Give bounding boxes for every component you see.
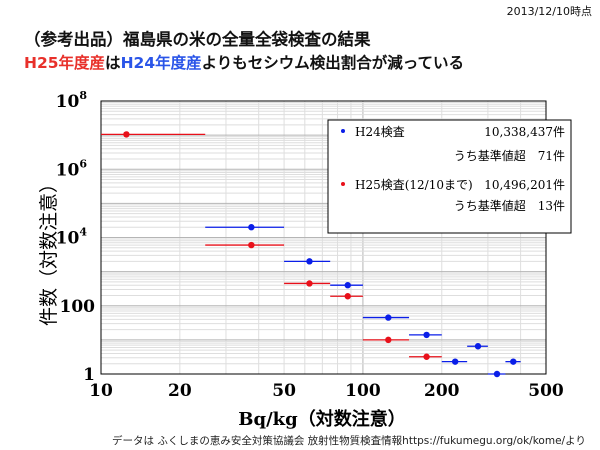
page-subtitle: H25年度産はH24年度産よりもセシウム検出割合が減っている <box>24 51 464 73</box>
chart-marks <box>101 131 521 378</box>
x-axis-label: Bq/kg（対数注意） <box>238 408 405 430</box>
date-label: 2013/12/10時点 <box>506 5 592 18</box>
axis-ticks: 10 20 50 100 200 500 1 100 104 106 108 <box>56 89 564 401</box>
legend-h24-marker <box>341 129 345 133</box>
legend-h25-total: 10,496,201件 <box>484 178 565 192</box>
subtitle-h25: H25年度産 <box>24 54 106 72</box>
x-tick-label: 50 <box>272 381 296 401</box>
data-point <box>306 258 313 265</box>
data-point <box>423 353 430 360</box>
x-tick-label: 200 <box>424 381 460 401</box>
x-tick-label: 100 <box>345 381 381 401</box>
data-point <box>451 358 459 365</box>
data-point <box>423 331 430 339</box>
y-tick-label: 1 <box>83 365 95 385</box>
legend-h25-marker <box>341 182 345 186</box>
data-point <box>474 343 482 350</box>
y-tick-label: 106 <box>56 157 88 180</box>
y-tick-label: 108 <box>56 89 88 112</box>
data-point <box>385 336 392 344</box>
data-point <box>306 280 313 287</box>
legend-box <box>327 119 572 234</box>
series-h24 <box>205 224 521 378</box>
x-tick-label: 500 <box>528 381 564 401</box>
y-tick-label: 100 <box>60 297 96 317</box>
data-point <box>344 282 351 289</box>
data-point <box>248 241 255 249</box>
data-point <box>248 224 255 231</box>
y-tick-label: 104 <box>56 226 88 249</box>
legend-h25-name: H25検査(12/10まで) <box>355 178 473 192</box>
data-point <box>344 293 351 300</box>
legend-h24-name: H24検査 <box>355 125 405 139</box>
subtitle-rest: よりもセシウム検出割合が減っている <box>201 54 465 72</box>
y-axis-label: 件数（対数注意） <box>38 174 60 326</box>
x-tick-label: 10 <box>89 381 113 401</box>
legend-h25-sub: うち基準値超 13件 <box>454 198 565 213</box>
plot-frame <box>100 100 547 375</box>
page-title: （参考出品）福島県の米の全量全袋検査の結果 <box>24 30 371 49</box>
legend: H24検査 10,338,437件 うち基準値超 71件 H25検査(12/10… <box>327 119 572 234</box>
series-h25 <box>101 131 442 360</box>
chart-grid <box>100 101 547 375</box>
data-point <box>385 314 392 321</box>
data-point <box>123 131 130 138</box>
data-point <box>510 358 517 365</box>
data-point <box>493 370 501 378</box>
legend-h24-total: 10,338,437件 <box>484 125 565 139</box>
x-tick-label: 20 <box>168 381 192 401</box>
source-note: データは ふくしまの恵み安全対策協議会 放射性物質検査情報https://fuk… <box>112 435 586 447</box>
subtitle-h24: H24年度産 <box>120 54 202 72</box>
legend-h24-sub: うち基準値超 71件 <box>454 148 565 163</box>
subtitle-connector: は <box>105 54 121 72</box>
